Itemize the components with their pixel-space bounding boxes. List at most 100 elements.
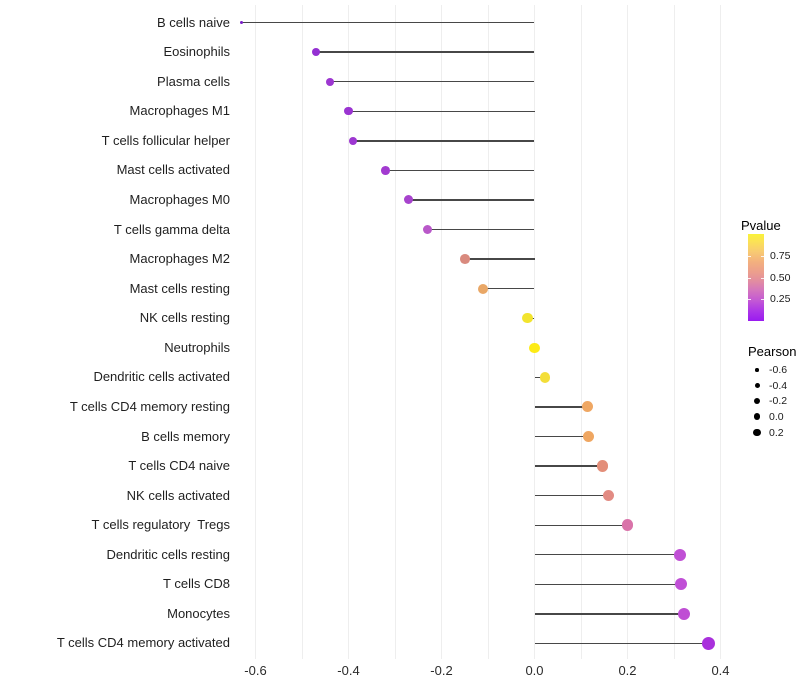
gridline [255,5,256,659]
data-point-dot [459,254,470,265]
data-point-dot [702,636,716,651]
gridline [301,5,303,659]
cell-label: T cells regulatory Tregs [91,517,230,533]
gridline [441,5,442,659]
gridline [720,5,721,659]
pearson-legend-label: -0.4 [769,379,788,392]
colorbar-tick [748,256,751,258]
cell-label: Macrophages M0 [129,191,230,207]
cell-label: Dendritic cells activated [93,369,230,385]
cell-label: Dendritic cells resting [106,546,230,562]
cell-label: Macrophages M1 [129,103,230,119]
data-point-dot [478,283,489,294]
stem [329,81,535,83]
x-tick-label: 0.2 [618,663,637,678]
cell-label: Macrophages M2 [129,251,230,267]
pearson-legend-title: Pearson [748,344,797,359]
pearson-legend-label: 0.0 [769,410,784,423]
gridline [627,5,628,659]
stem [241,21,535,24]
stem [534,524,628,526]
data-point-dot [539,372,551,383]
stem [427,228,535,231]
pearson-legend-dot [753,428,761,437]
pearson-legend-dot [754,398,760,404]
pvalue-colorbar-icon [748,234,764,321]
data-point-dot [674,578,687,591]
data-point-dot [529,342,540,353]
gridline [580,5,582,659]
stem [534,613,685,615]
data-point-dot [597,460,609,472]
colorbar-tick [761,298,764,300]
data-point-dot [344,107,353,116]
data-point-dot [348,136,358,146]
cell-label: Plasma cells [157,73,230,89]
data-point-dot [583,431,595,442]
data-point-dot [581,401,593,413]
stem [315,51,535,53]
stem [534,435,589,438]
cell-label: T cells CD4 memory activated [56,635,230,651]
stem [483,287,535,290]
colorbar-tick-label: 0.25 [770,292,791,305]
cell-label: T cells follicular helper [101,132,230,148]
x-tick-label: -0.6 [244,663,267,678]
cell-label: NK cells activated [126,487,230,503]
gridline [673,5,675,659]
cell-label: T cells gamma delta [113,221,230,237]
stem [353,140,535,142]
colorbar-tick-label: 0.50 [770,271,791,284]
stem [534,554,681,556]
cell-label: Monocytes [167,605,230,621]
colorbar-tick [761,277,764,279]
data-point-dot [311,48,320,57]
colorbar-tick [761,256,764,258]
cell-label: Mast cells activated [116,162,230,178]
pearson-legend-dot [754,383,760,388]
x-tick-label: -0.4 [337,663,360,678]
stem [534,494,609,497]
colorbar-tick-label: 0.75 [770,250,791,263]
data-point-dot [522,313,533,324]
stem [348,110,535,112]
pvalue-legend-title: Pvalue [741,218,781,233]
gridline [487,5,489,659]
data-point-dot [678,607,691,620]
cell-label: Mast cells resting [129,280,230,296]
stem [534,583,681,586]
data-point-dot [381,166,391,175]
pearson-legend-label: -0.6 [769,364,788,376]
pearson-legend-dot [753,413,761,420]
stem [534,465,603,467]
stem [534,642,709,645]
cell-label: Neutrophils [164,339,230,355]
cell-label: T cells CD4 naive [128,458,230,474]
gridline [534,5,535,659]
cell-label: NK cells resting [139,310,230,326]
colorbar-tick [748,298,751,300]
data-point-dot [240,21,244,25]
stem [464,258,535,260]
data-point-dot [674,548,687,561]
stem [534,376,546,379]
pearson-legend-label: 0.2 [769,426,784,439]
x-tick-label: 0.0 [525,663,544,678]
data-point-dot [602,490,615,502]
stem [408,199,535,201]
data-point-dot [325,77,334,86]
gridline [348,5,349,659]
cell-label: B cells memory [141,428,230,444]
pearson-legend-dot [755,368,759,372]
cell-label: T cells CD8 [163,576,230,592]
stem [534,406,588,408]
colorbar-tick [748,277,751,279]
data-point-dot [404,195,414,205]
stem [385,169,535,172]
x-tick-label: -0.2 [430,663,453,678]
gridline [394,5,396,659]
cell-label: B cells naive [157,14,230,30]
x-tick-label: 0.4 [711,663,730,678]
data-point-dot [621,519,634,531]
